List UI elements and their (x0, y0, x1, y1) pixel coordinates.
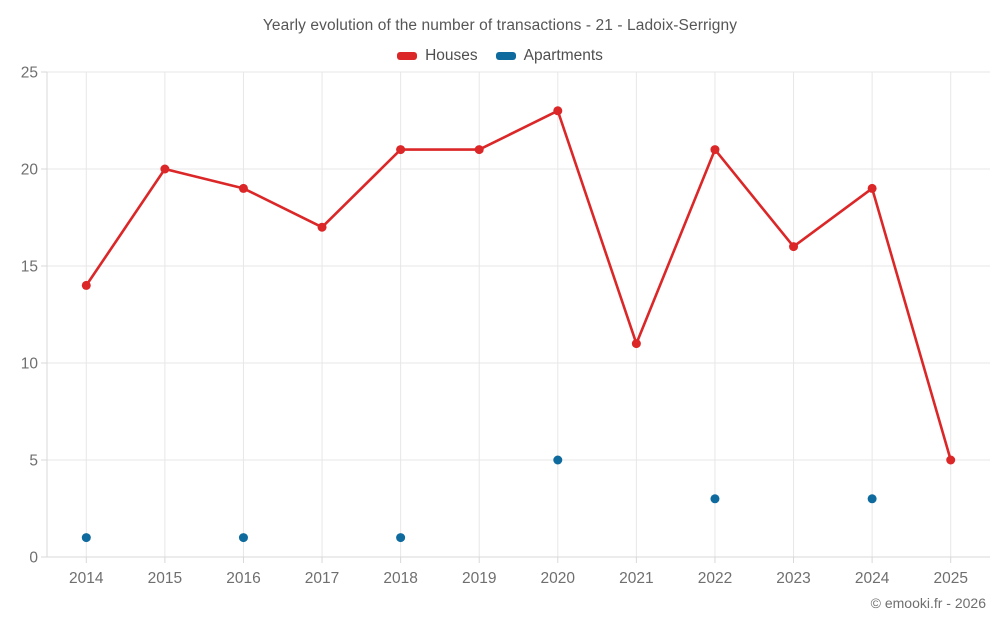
houses-point-2020[interactable] (553, 106, 563, 116)
houses-point-2025[interactable] (946, 455, 956, 465)
apartments-legend-label: Apartments (523, 47, 603, 64)
houses-line (84, 109, 953, 462)
x-axis-label-2016: 2016 (226, 570, 260, 587)
x-axis-label-2015: 2015 (148, 570, 182, 587)
houses-legend-label: Houses (425, 47, 478, 64)
x-axis-label-2023: 2023 (776, 570, 810, 587)
houses-legend-swatch-icon (397, 52, 418, 60)
apartments-point-2022[interactable] (710, 494, 720, 504)
houses-point-2023[interactable] (789, 242, 799, 252)
apartments-point-2018[interactable] (396, 533, 406, 543)
y-axis-label-25: 25 (21, 65, 38, 82)
legend-item-apartments[interactable]: Apartments (495, 47, 603, 65)
houses-point-2018[interactable] (396, 145, 406, 155)
x-axis-label-2021: 2021 (619, 570, 653, 587)
x-axis-label-2018: 2018 (383, 570, 417, 587)
x-axis-label-2025: 2025 (933, 570, 967, 587)
houses-point-2024[interactable] (867, 183, 877, 193)
x-axis-label-2014: 2014 (69, 570, 104, 587)
legend-item-houses[interactable]: Houses (397, 47, 478, 65)
apartments-point-2024[interactable] (867, 494, 877, 504)
y-axis-label-10: 10 (21, 356, 39, 373)
x-axis-label-2022: 2022 (698, 570, 732, 587)
houses-point-2014[interactable] (81, 280, 91, 290)
houses-point-2016[interactable] (238, 183, 248, 193)
chart-title: Yearly evolution of the number of transa… (262, 17, 738, 34)
x-axis-label-2017: 2017 (305, 570, 339, 587)
houses-point-2015[interactable] (160, 164, 170, 174)
y-axis-label-20: 20 (21, 162, 39, 179)
copyright-footer: © emooki.fr - 2026 (870, 595, 986, 611)
y-axis-label-0: 0 (29, 550, 38, 567)
houses-point-2022[interactable] (710, 145, 720, 155)
apartments-legend-swatch-icon (495, 52, 516, 60)
x-axis-label-2024: 2024 (855, 570, 890, 587)
apartments-point-2020[interactable] (553, 455, 563, 465)
chart-legend: Houses Apartments (0, 47, 1000, 65)
apartments-point-2016[interactable] (238, 533, 248, 543)
houses-point-2019[interactable] (474, 145, 484, 155)
x-axis-label-2019: 2019 (462, 570, 496, 587)
y-axis-label-15: 15 (21, 259, 38, 276)
apartments-point-2014[interactable] (81, 533, 91, 543)
y-axis-label-5: 5 (29, 453, 38, 470)
houses-point-2021[interactable] (631, 339, 641, 349)
houses-point-2017[interactable] (317, 222, 327, 232)
x-axis-label-2020: 2020 (541, 570, 576, 587)
